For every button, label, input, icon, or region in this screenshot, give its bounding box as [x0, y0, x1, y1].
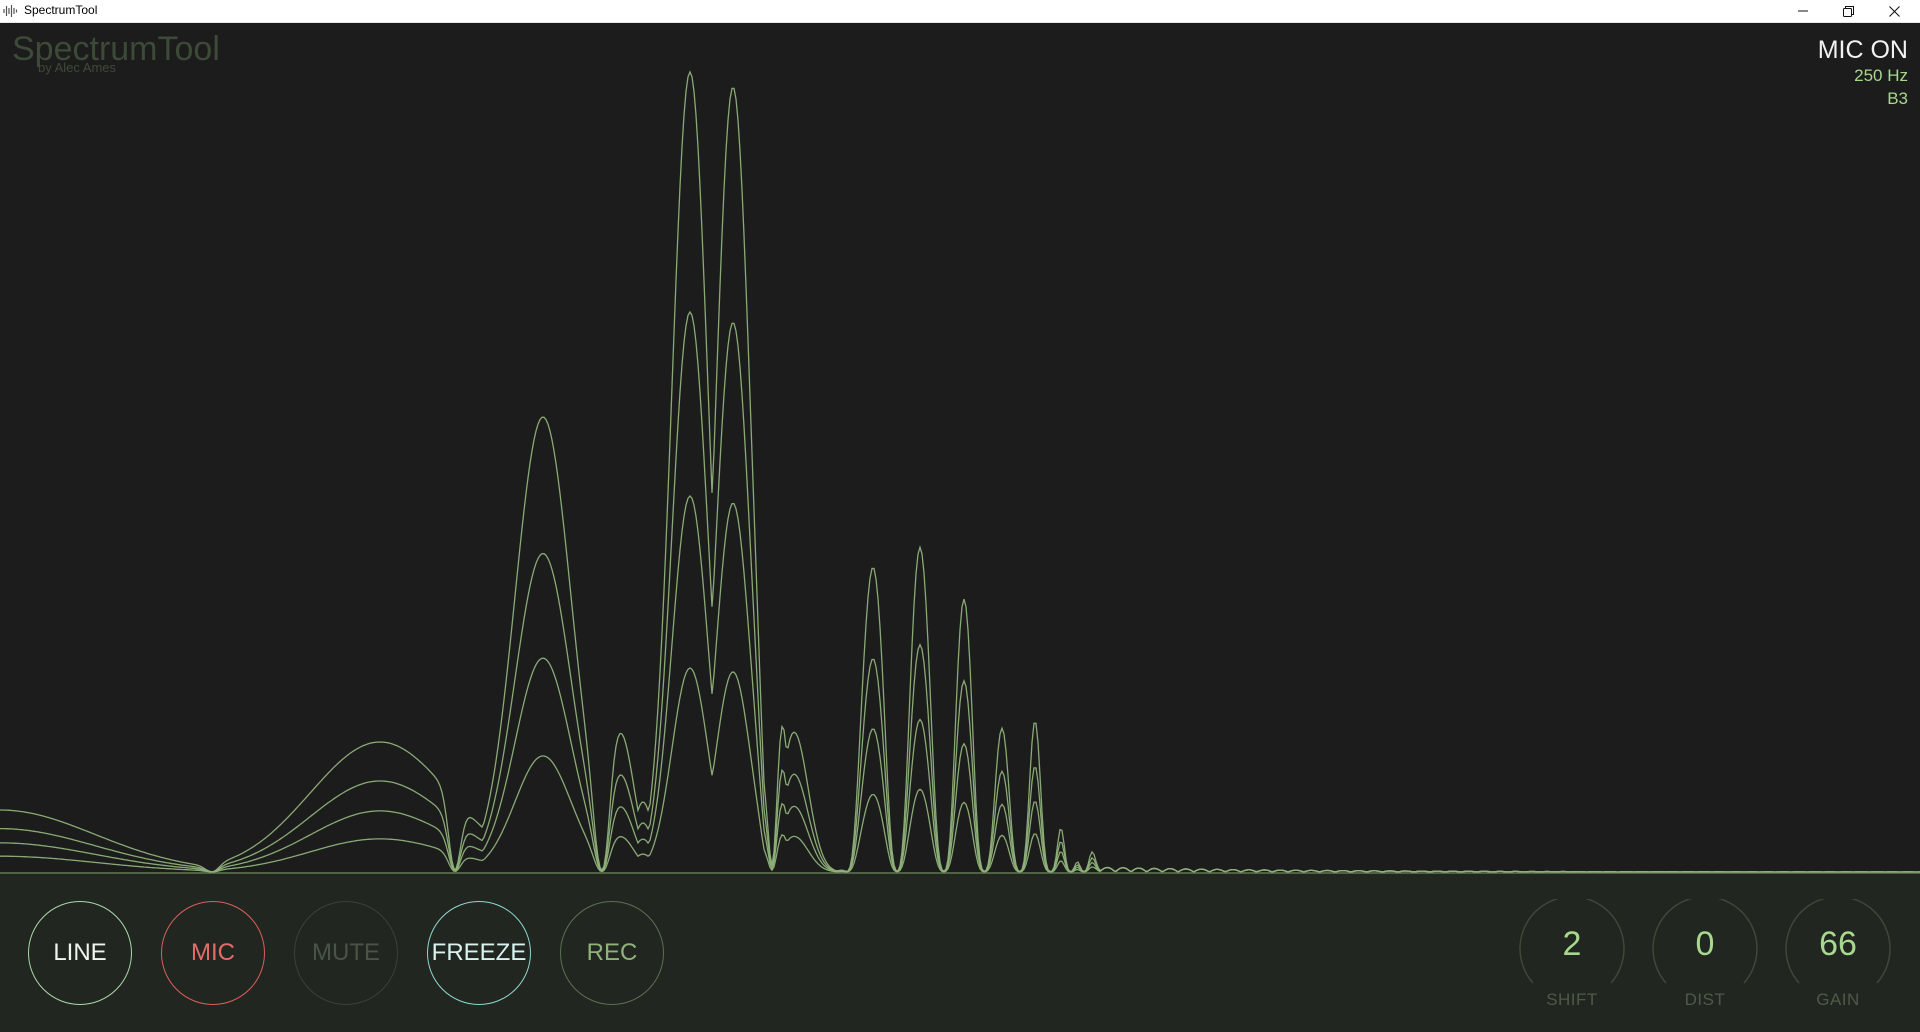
note-readout: B3 — [1887, 89, 1908, 108]
restore-button[interactable] — [1826, 0, 1870, 22]
brand-author: by Alec Ames — [38, 60, 117, 75]
control-panel: LINE MIC MUTE FREEZE REC 2 SHIFT 0 DIST … — [0, 874, 1920, 1032]
brand-name: SpectrumTool — [12, 30, 220, 68]
dist-label: DIST — [1684, 990, 1726, 1009]
shift-knob[interactable]: 2 SHIFT — [1517, 899, 1627, 1029]
line-button[interactable]: LINE — [28, 901, 132, 1005]
dist-knob[interactable]: 0 DIST — [1650, 899, 1760, 1029]
dist-knob-ring — [1652, 899, 1758, 984]
spectrum-curve — [0, 70, 1920, 873]
mic-status: MIC ON — [1817, 36, 1908, 64]
close-button[interactable] — [1872, 0, 1916, 22]
window-title: SpectrumTool — [24, 3, 98, 17]
line-button-label: LINE — [53, 939, 107, 966]
waveform-icon — [3, 5, 18, 17]
shift-knob-ring — [1519, 899, 1625, 984]
spectrum-curve — [0, 310, 1920, 873]
readout: MIC ON 250 Hz B3 — [1818, 36, 1908, 110]
minimize-icon — [1798, 10, 1808, 12]
frequency-readout: 250 Hz — [1854, 66, 1908, 85]
gain-knob[interactable]: 66 GAIN — [1783, 899, 1893, 1029]
minimize-button[interactable] — [1781, 0, 1825, 22]
mic-button-label: MIC — [191, 939, 235, 966]
gain-label: GAIN — [1816, 990, 1860, 1009]
mute-button-label: MUTE — [312, 939, 380, 966]
spectrum-curve — [0, 495, 1920, 873]
rec-button[interactable]: REC — [560, 901, 664, 1005]
spectrum-display — [0, 70, 1920, 874]
gain-value: 66 — [1819, 925, 1857, 963]
shift-label: SHIFT — [1546, 990, 1598, 1009]
mic-button[interactable]: MIC — [161, 901, 265, 1005]
rec-button-label: REC — [586, 939, 638, 966]
gain-knob-ring — [1785, 899, 1891, 984]
spectrum-curve — [0, 667, 1920, 873]
mute-button[interactable]: MUTE — [294, 901, 398, 1005]
restore-icon — [1842, 5, 1854, 17]
close-icon — [1888, 5, 1900, 17]
shift-value: 2 — [1562, 925, 1582, 963]
freeze-button-label: FREEZE — [431, 939, 527, 966]
freeze-button[interactable]: FREEZE — [427, 901, 531, 1005]
title-bar: SpectrumTool — [0, 0, 1920, 23]
dist-value: 0 — [1695, 925, 1715, 963]
